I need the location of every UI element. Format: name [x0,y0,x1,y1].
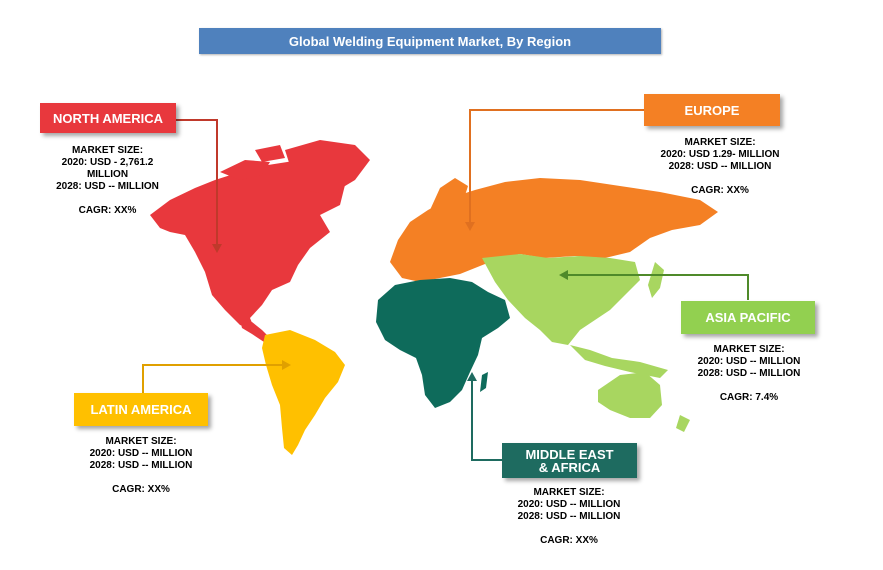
scandinavia [430,178,468,215]
mea-info: MARKET SIZE: 2020: USD -- MILLION 2028: … [510,487,628,547]
australia [598,372,662,418]
asia-pacific-2020: 2020: USD -- MILLION [697,356,801,367]
north-america-leader [176,119,218,250]
chart-title: Global Welding Equipment Market, By Regi… [199,28,661,54]
europe-label: EUROPE [644,94,780,126]
latin-america-market-size-label: MARKET SIZE: [105,436,177,447]
europe-info: MARKET SIZE: 2020: USD 1.29- MILLION 202… [650,137,790,197]
new-zealand [676,415,690,432]
central-america [240,320,270,342]
europe-2020: 2020: USD 1.29- MILLION [660,149,780,160]
asia-pacific-arrowhead [559,270,568,280]
latin-america-arrowhead [282,360,291,370]
latin-america-region [262,330,345,455]
mea-label-line2: & AFRICA [538,459,601,475]
north-america-2020-cont: MILLION [86,169,129,180]
mea-2028: 2028: USD -- MILLION [517,511,621,522]
europe-2028: 2028: USD -- MILLION [668,161,772,172]
north-america-region [150,160,345,330]
europe-cagr: CAGR: XX% [691,185,749,196]
north-america-2020: 2020: USD - 2,761.2 [61,157,154,168]
north-america-cagr: CAGR: XX% [78,205,137,216]
arctic-islands [220,145,285,180]
north-america-2028: 2028: USD -- MILLION [56,181,159,192]
asia-pacific-info: MARKET SIZE: 2020: USD -- MILLION 2028: … [690,344,808,404]
asia-pacific-cagr: CAGR: 7.4% [719,392,779,403]
mea-arrowhead [467,372,477,381]
latin-america-label: LATIN AMERICA [74,393,208,426]
latin-america-2020: 2020: USD -- MILLION [89,448,193,459]
latin-america-cagr: CAGR: XX% [112,484,170,495]
greenland-region [285,140,370,195]
mea-2020: 2020: USD -- MILLION [517,499,621,510]
asia-pacific-label: ASIA PACIFIC [681,301,815,334]
north-america-market-size-label: MARKET SIZE: [71,145,144,156]
madagascar [480,372,488,392]
southeast-asia [570,345,668,378]
mea-market-size-label: MARKET SIZE: [533,487,605,498]
asia-pacific-2028: 2028: USD -- MILLION [697,368,801,379]
latin-america-info: MARKET SIZE: 2020: USD -- MILLION 2028: … [82,436,200,496]
mea-region [376,278,510,408]
north-america-info: MARKET SIZE: 2020: USD - 2,761.2 MILLION… [45,145,170,217]
asia-pacific-market-size-label: MARKET SIZE: [713,344,785,355]
europe-leader [469,109,644,228]
latin-america-2028: 2028: USD -- MILLION [89,460,193,471]
asia-pacific-region [482,254,640,345]
japan [648,262,664,298]
latin-america-leader [142,364,288,393]
north-america-arrowhead [212,244,222,253]
mea-label-line1: MIDDLE EAST [525,446,614,462]
north-america-label: NORTH AMERICA [40,103,176,133]
mea-leader [471,375,502,461]
europe-arrowhead [465,222,475,231]
mea-cagr: CAGR: XX% [540,535,598,546]
europe-region [390,178,718,282]
mea-label: MIDDLE EAST & AFRICA [502,443,637,478]
asia-pacific-leader [562,274,749,300]
europe-market-size-label: MARKET SIZE: [684,137,756,148]
